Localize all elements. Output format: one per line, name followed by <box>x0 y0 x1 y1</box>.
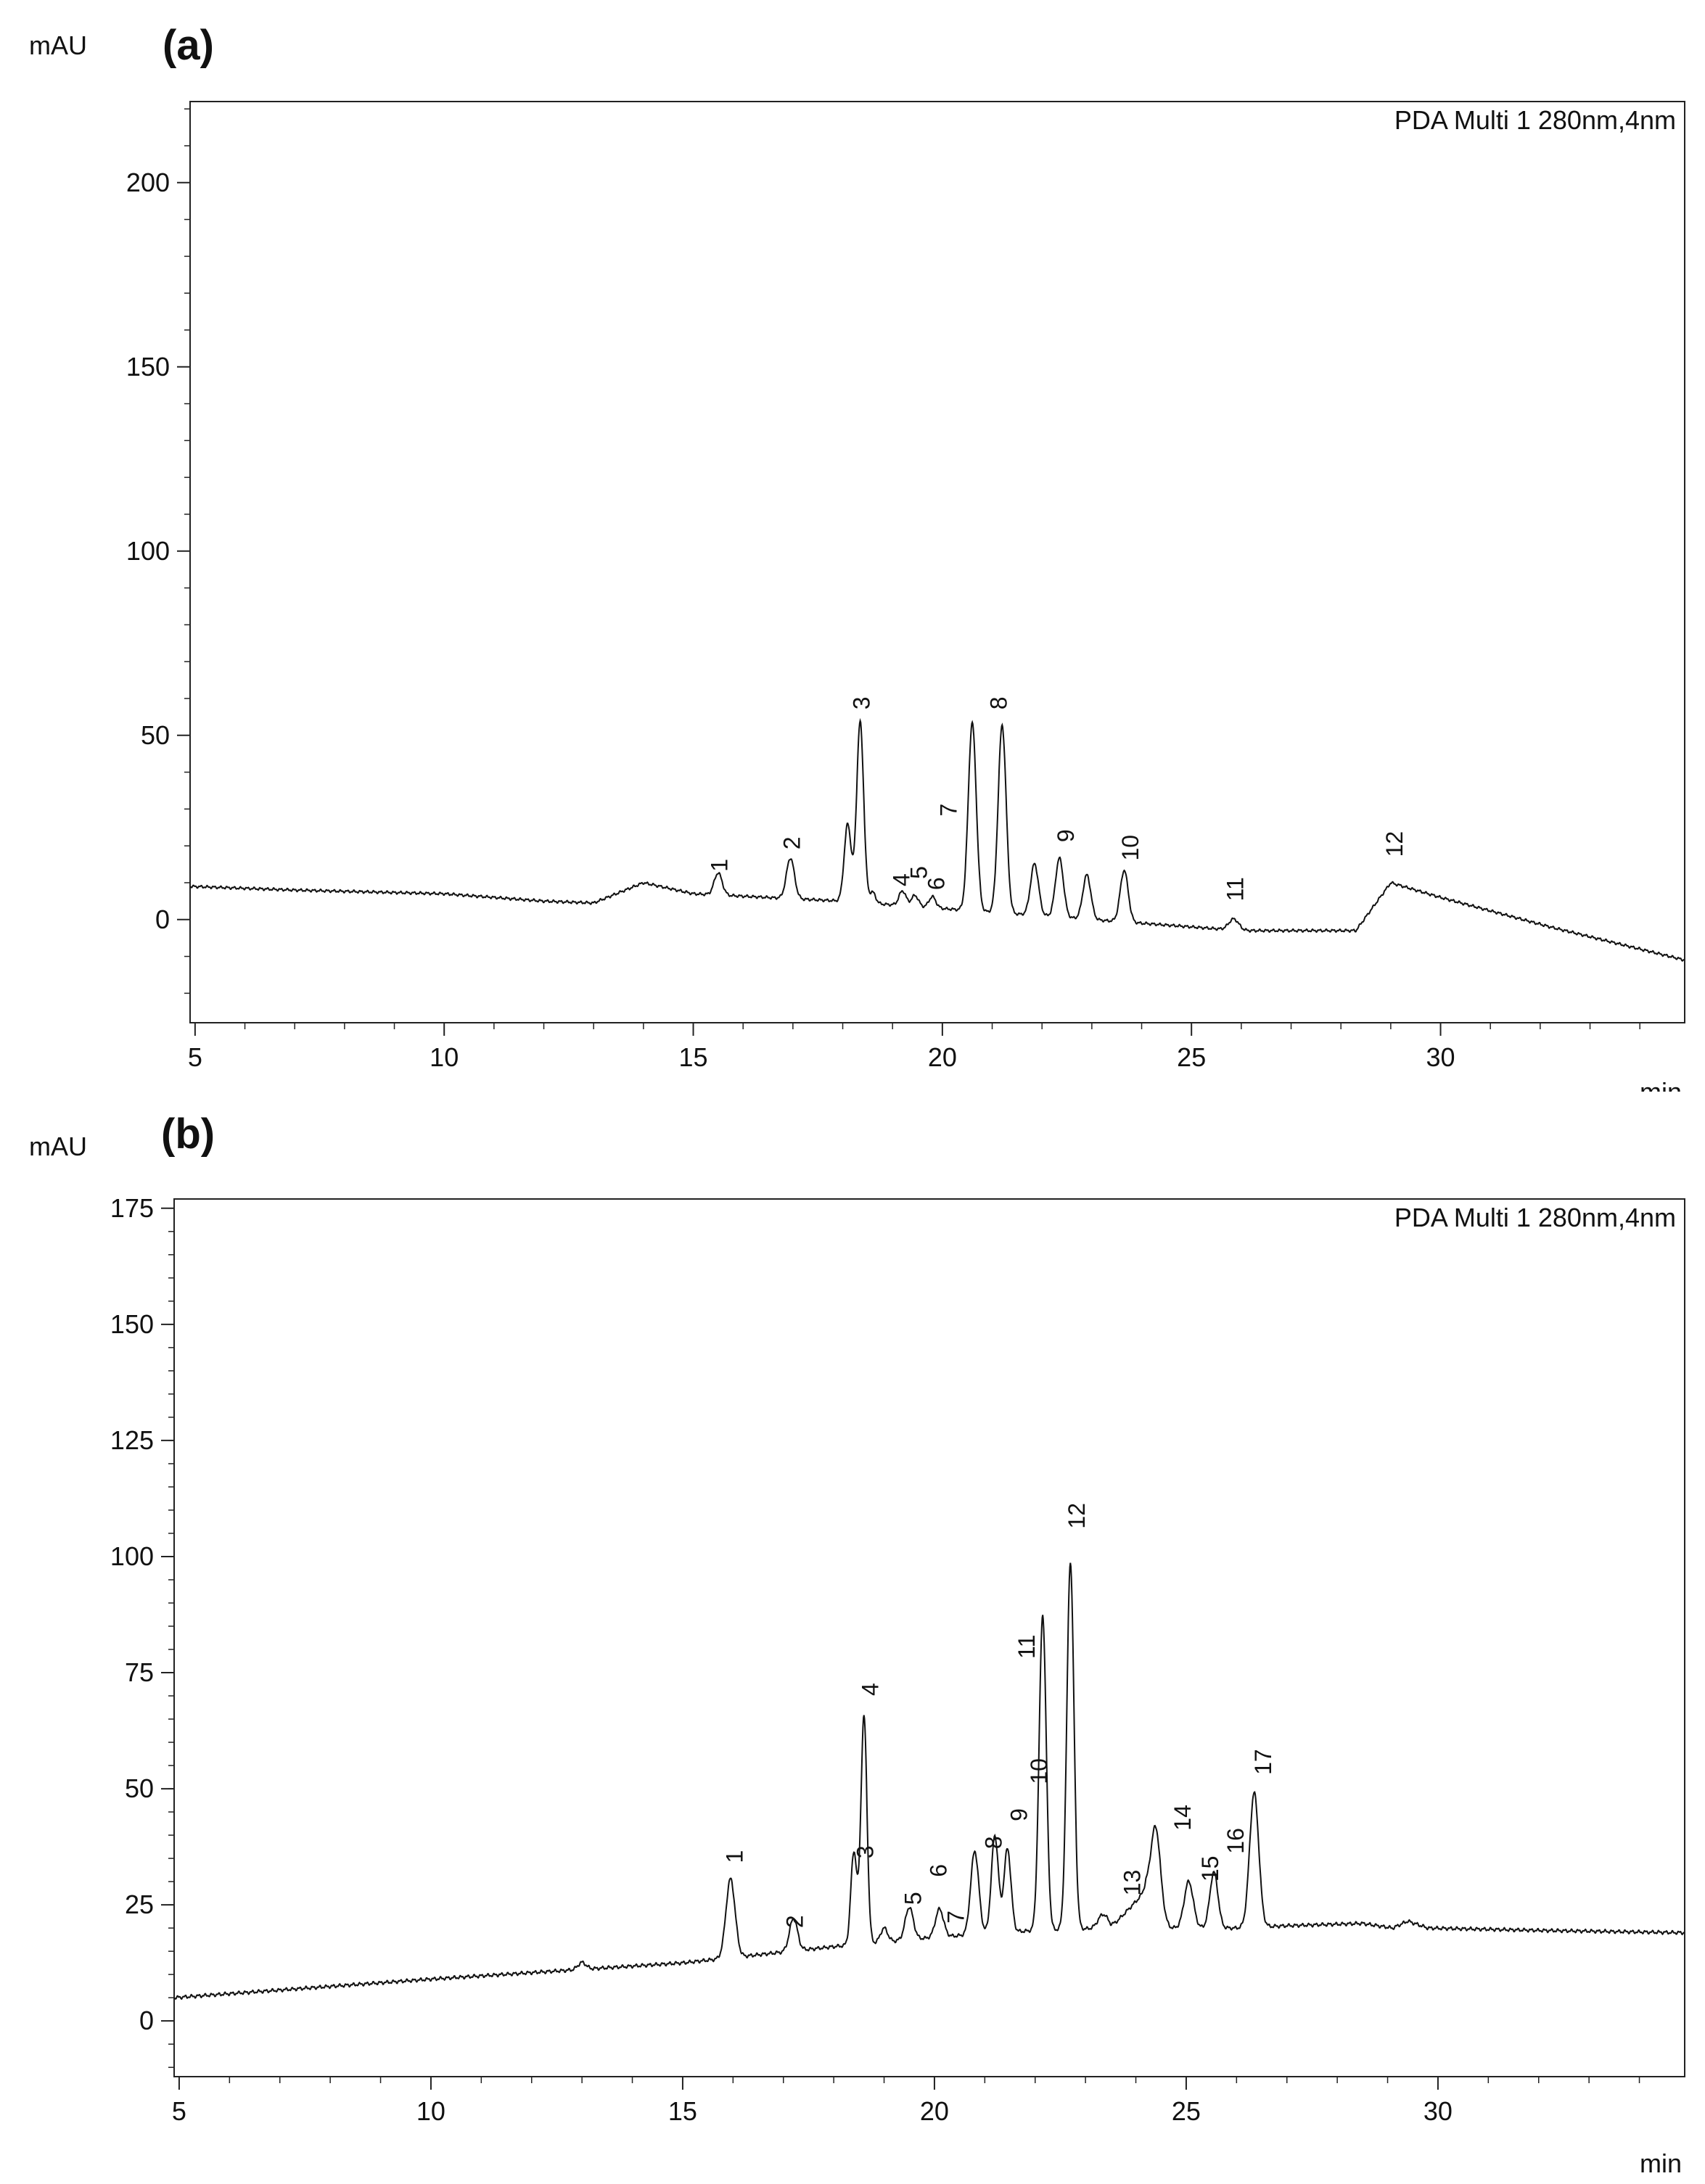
x-axis-label: min <box>1640 2148 1682 2178</box>
peak-label: 1 <box>721 1850 747 1863</box>
legend-label: PDA Multi 1 280nm,4nm <box>1394 1203 1676 1232</box>
peak-label: 8 <box>985 696 1011 709</box>
peak-label: 1 <box>707 859 733 872</box>
peak-label: 7 <box>936 804 962 817</box>
peak-label: 4 <box>858 1683 884 1696</box>
peak-label: 12 <box>1064 1503 1090 1529</box>
y-tick-label: 0 <box>155 904 170 934</box>
peak-label: 10 <box>1026 1758 1052 1784</box>
peak-label: 6 <box>925 1864 951 1877</box>
peak-label: 9 <box>1006 1808 1032 1821</box>
peak-label: 3 <box>848 696 874 709</box>
x-tick-label: 15 <box>668 2096 697 2126</box>
y-axis-label: mAU <box>29 1132 87 1161</box>
peak-label: 5 <box>900 1892 927 1905</box>
y-tick-label: 75 <box>125 1657 154 1687</box>
x-tick-label: 20 <box>920 2096 949 2126</box>
y-tick-label: 0 <box>139 2006 154 2035</box>
y-tick-label: 200 <box>126 168 170 197</box>
peak-label: 2 <box>778 836 805 849</box>
y-tick-label: 175 <box>110 1193 154 1223</box>
peak-label: 12 <box>1381 831 1408 857</box>
y-tick-label: 25 <box>125 1890 154 1919</box>
x-tick-label: 10 <box>416 2096 445 2126</box>
x-tick-label: 5 <box>172 2096 186 2126</box>
peak-label: 5 <box>905 866 932 879</box>
peak-label: 3 <box>852 1845 879 1858</box>
legend-label: PDA Multi 1 280nm,4nm <box>1394 105 1676 135</box>
peak-label: 13 <box>1119 1870 1146 1896</box>
peak-label: 4 <box>888 873 914 886</box>
x-tick-label: 30 <box>1426 1042 1455 1072</box>
plot-frame <box>189 101 1685 1023</box>
peak-label: 16 <box>1223 1828 1249 1854</box>
peak-label: 15 <box>1197 1856 1223 1882</box>
x-tick-label: 5 <box>188 1042 202 1072</box>
peak-label: 6 <box>923 877 949 890</box>
x-tick-label: 25 <box>1177 1042 1206 1072</box>
panel-label: (b) <box>161 1110 215 1158</box>
x-tick-label: 30 <box>1423 2096 1453 2126</box>
peak-label: 11 <box>1222 877 1248 901</box>
y-tick-label: 150 <box>110 1309 154 1339</box>
chromatogram-trace <box>173 1562 1685 2000</box>
y-tick-label: 50 <box>125 1773 154 1803</box>
peak-label: 2 <box>782 1915 808 1928</box>
x-axis-label: min <box>1640 1077 1682 1092</box>
peak-label: 8 <box>981 1836 1007 1849</box>
y-tick-label: 100 <box>110 1541 154 1571</box>
peak-label: 11 <box>1014 1635 1040 1659</box>
peak-label: 9 <box>1053 829 1079 842</box>
y-tick-label: 125 <box>110 1425 154 1455</box>
y-tick-label: 150 <box>126 352 170 382</box>
chromatogram-trace <box>189 717 1685 962</box>
panel-label: (a) <box>163 22 214 69</box>
plot-frame <box>173 1198 1685 2077</box>
x-tick-label: 20 <box>928 1042 957 1072</box>
peak-label: 7 <box>943 1911 969 1924</box>
peak-label: 10 <box>1117 835 1143 861</box>
peak-label: 17 <box>1250 1749 1276 1775</box>
y-tick-label: 50 <box>141 720 170 750</box>
y-axis-label: mAU <box>29 30 87 60</box>
peak-label: 14 <box>1170 1805 1196 1831</box>
x-tick-label: 10 <box>430 1042 459 1072</box>
x-tick-label: 15 <box>679 1042 708 1072</box>
y-tick-label: 100 <box>126 536 170 566</box>
x-tick-label: 25 <box>1172 2096 1201 2126</box>
